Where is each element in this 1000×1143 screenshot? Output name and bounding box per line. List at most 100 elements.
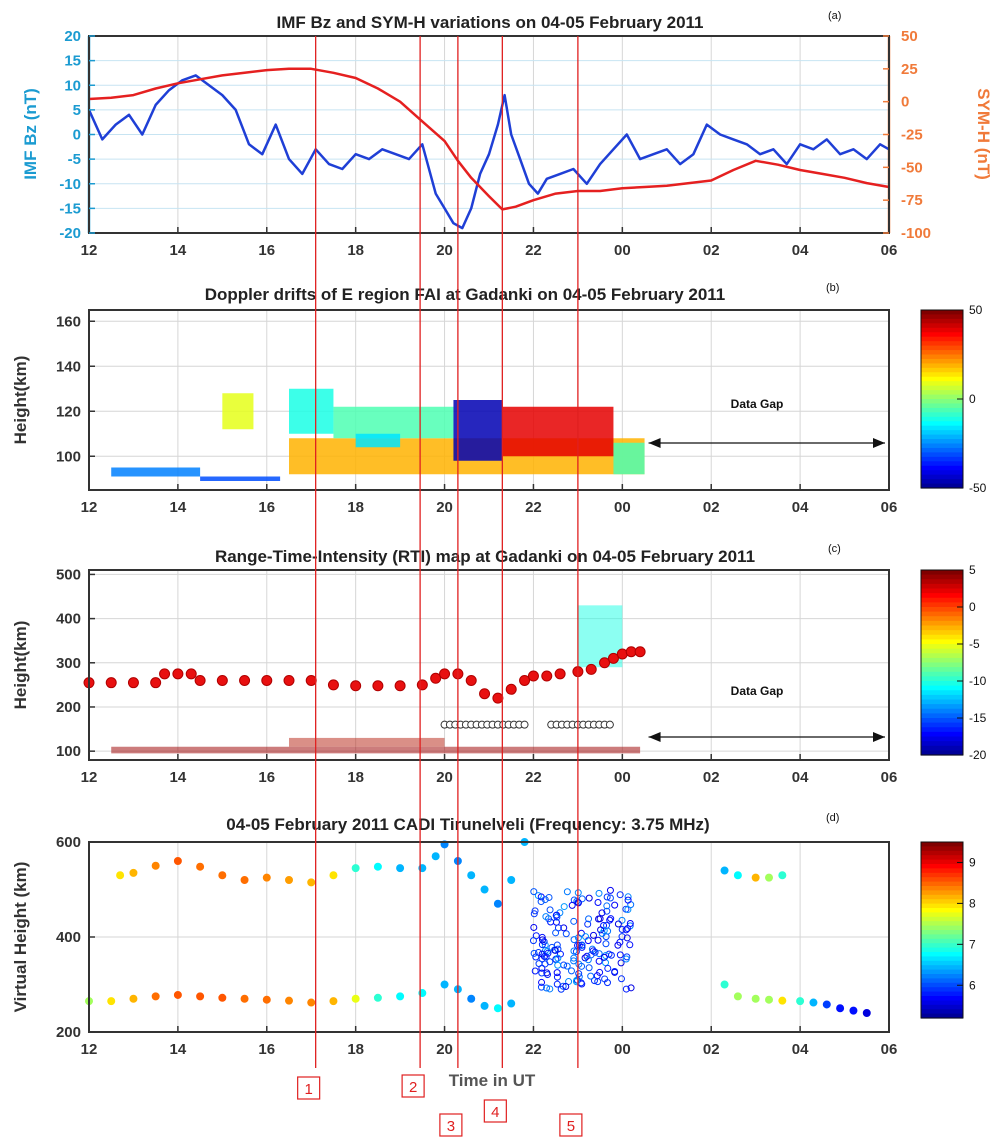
colorbar-band bbox=[921, 597, 963, 603]
panel-c-x-ticks: 12 14 16 18 20 22 00 02 04 06 bbox=[81, 754, 897, 786]
cadi-point-cluster bbox=[570, 947, 578, 955]
x-tick-label: 06 bbox=[881, 1041, 898, 1058]
panel-b-letter: (b) bbox=[826, 282, 839, 294]
cadi-point-lower bbox=[480, 1001, 489, 1010]
colorbar-frame bbox=[920, 841, 964, 1019]
cadi-point-cluster bbox=[529, 937, 537, 945]
colorbar-band bbox=[921, 350, 963, 356]
event-box-4 bbox=[483, 1099, 507, 1123]
colorbar-band bbox=[921, 602, 963, 608]
cadi-point-cluster bbox=[560, 961, 568, 969]
colorbar-band bbox=[921, 681, 963, 687]
colorbar-band bbox=[921, 881, 963, 887]
x-tick-label: 20 bbox=[436, 769, 453, 786]
cadi-point-cluster bbox=[611, 901, 619, 909]
colorbar-band bbox=[921, 323, 963, 329]
x-tick-label: 22 bbox=[525, 1041, 542, 1058]
cadi-point-cluster bbox=[624, 906, 632, 914]
hmf-marker bbox=[607, 652, 619, 664]
colorbar-band bbox=[921, 399, 963, 405]
colorbar-band bbox=[921, 367, 963, 373]
y-tick-label: 100 bbox=[56, 743, 81, 760]
cadi-point-cluster bbox=[598, 930, 606, 938]
event-label-2: 2 bbox=[409, 1079, 417, 1096]
panel-c-rti: Range-Time-Intensity (RTI) map at Gadank… bbox=[11, 543, 987, 786]
x-tick-label: 02 bbox=[703, 499, 720, 516]
panel-b-colorbar: 50 0 -50 bbox=[920, 303, 987, 495]
cadi-point-upper bbox=[307, 878, 316, 887]
hmf-marker bbox=[394, 680, 406, 692]
y-tick-label: 200 bbox=[56, 1024, 81, 1041]
cadi-point-cluster bbox=[568, 901, 576, 909]
colorbar-band bbox=[921, 699, 963, 705]
cadi-point-lower bbox=[262, 995, 271, 1004]
colorbar-band bbox=[921, 443, 963, 449]
hmf-marker bbox=[599, 657, 611, 669]
panel-d-ylabel: Virtual Height (km) bbox=[11, 862, 30, 1013]
cadi-point-lower bbox=[751, 994, 760, 1003]
cadi-point-cluster bbox=[542, 953, 550, 961]
x-tick-label: 12 bbox=[81, 499, 98, 516]
colorbar-band bbox=[921, 991, 963, 997]
panel-a-imf-symh: IMF Bz and SYM-H variations on 04-05 Feb… bbox=[21, 10, 993, 259]
cadi-point-lower bbox=[862, 1009, 871, 1017]
hmf-marker bbox=[283, 674, 295, 686]
y-tick-label: 120 bbox=[56, 403, 81, 420]
event-label-5: 5 bbox=[567, 1118, 575, 1135]
star-marker bbox=[605, 720, 614, 729]
hmf-marker bbox=[372, 680, 384, 692]
cadi-point-cluster bbox=[604, 964, 612, 972]
colorbar-band bbox=[921, 385, 963, 391]
gap-arrow-head-left bbox=[648, 438, 661, 448]
cadi-point-upper bbox=[373, 862, 382, 871]
panel-d-plot-area bbox=[85, 838, 871, 1017]
y2-tick-label: -25 bbox=[901, 127, 923, 144]
cadi-point-lower bbox=[493, 1004, 502, 1013]
x-tick-label: 20 bbox=[436, 242, 453, 259]
panel-b-frame bbox=[88, 309, 890, 491]
cadi-point-cluster bbox=[607, 951, 615, 959]
colorbar-band bbox=[921, 947, 963, 953]
colorbar-band bbox=[921, 916, 963, 922]
colorbar-band bbox=[921, 611, 963, 617]
colorbar-band bbox=[921, 630, 963, 636]
cadi-point-cluster bbox=[546, 906, 554, 914]
y2-tick-label: -100 bbox=[901, 225, 931, 242]
hmf-marker bbox=[430, 672, 442, 684]
hmf-marker bbox=[519, 674, 531, 686]
colorbar-band bbox=[921, 713, 963, 719]
cadi-point-upper bbox=[507, 876, 516, 884]
colorbar-band bbox=[921, 859, 963, 865]
colorbar-band bbox=[921, 318, 963, 324]
panel-a-y2label: SYM-H (nT) bbox=[974, 88, 993, 180]
cadi-point-cluster bbox=[618, 916, 626, 924]
y-tick-label: -20 bbox=[59, 225, 81, 242]
hmf-marker bbox=[239, 674, 251, 686]
colorbar-band bbox=[921, 908, 963, 913]
cadi-point-cluster bbox=[538, 955, 546, 963]
colorbar-band bbox=[921, 671, 963, 677]
colorbar-band bbox=[921, 634, 963, 640]
x-tick-label: 12 bbox=[81, 769, 98, 786]
cadi-point-upper bbox=[151, 861, 160, 870]
colorbar-band bbox=[921, 314, 963, 320]
panel-d-letter: (d) bbox=[826, 812, 839, 824]
colorbar-band bbox=[921, 470, 963, 476]
colorbar-tick-label: 0 bbox=[969, 600, 976, 614]
cadi-point-lower bbox=[107, 997, 116, 1006]
cadi-point-upper bbox=[173, 857, 182, 865]
cadi-point-cluster bbox=[594, 899, 602, 907]
panel-c-data-gap-label: Data Gap bbox=[731, 684, 784, 698]
cadi-point-cluster bbox=[603, 907, 611, 915]
colorbar-band bbox=[921, 1000, 963, 1006]
hmf-marker bbox=[541, 670, 553, 682]
colorbar-band bbox=[921, 579, 963, 585]
colorbar-band bbox=[921, 736, 963, 742]
cadi-point-lower bbox=[351, 994, 360, 1003]
colorbar-band bbox=[921, 996, 963, 1001]
y-tick-label: -5 bbox=[68, 151, 81, 168]
cadi-point-cluster bbox=[570, 957, 578, 965]
cadi-point-lower bbox=[173, 990, 182, 999]
hmf-marker bbox=[305, 674, 317, 686]
